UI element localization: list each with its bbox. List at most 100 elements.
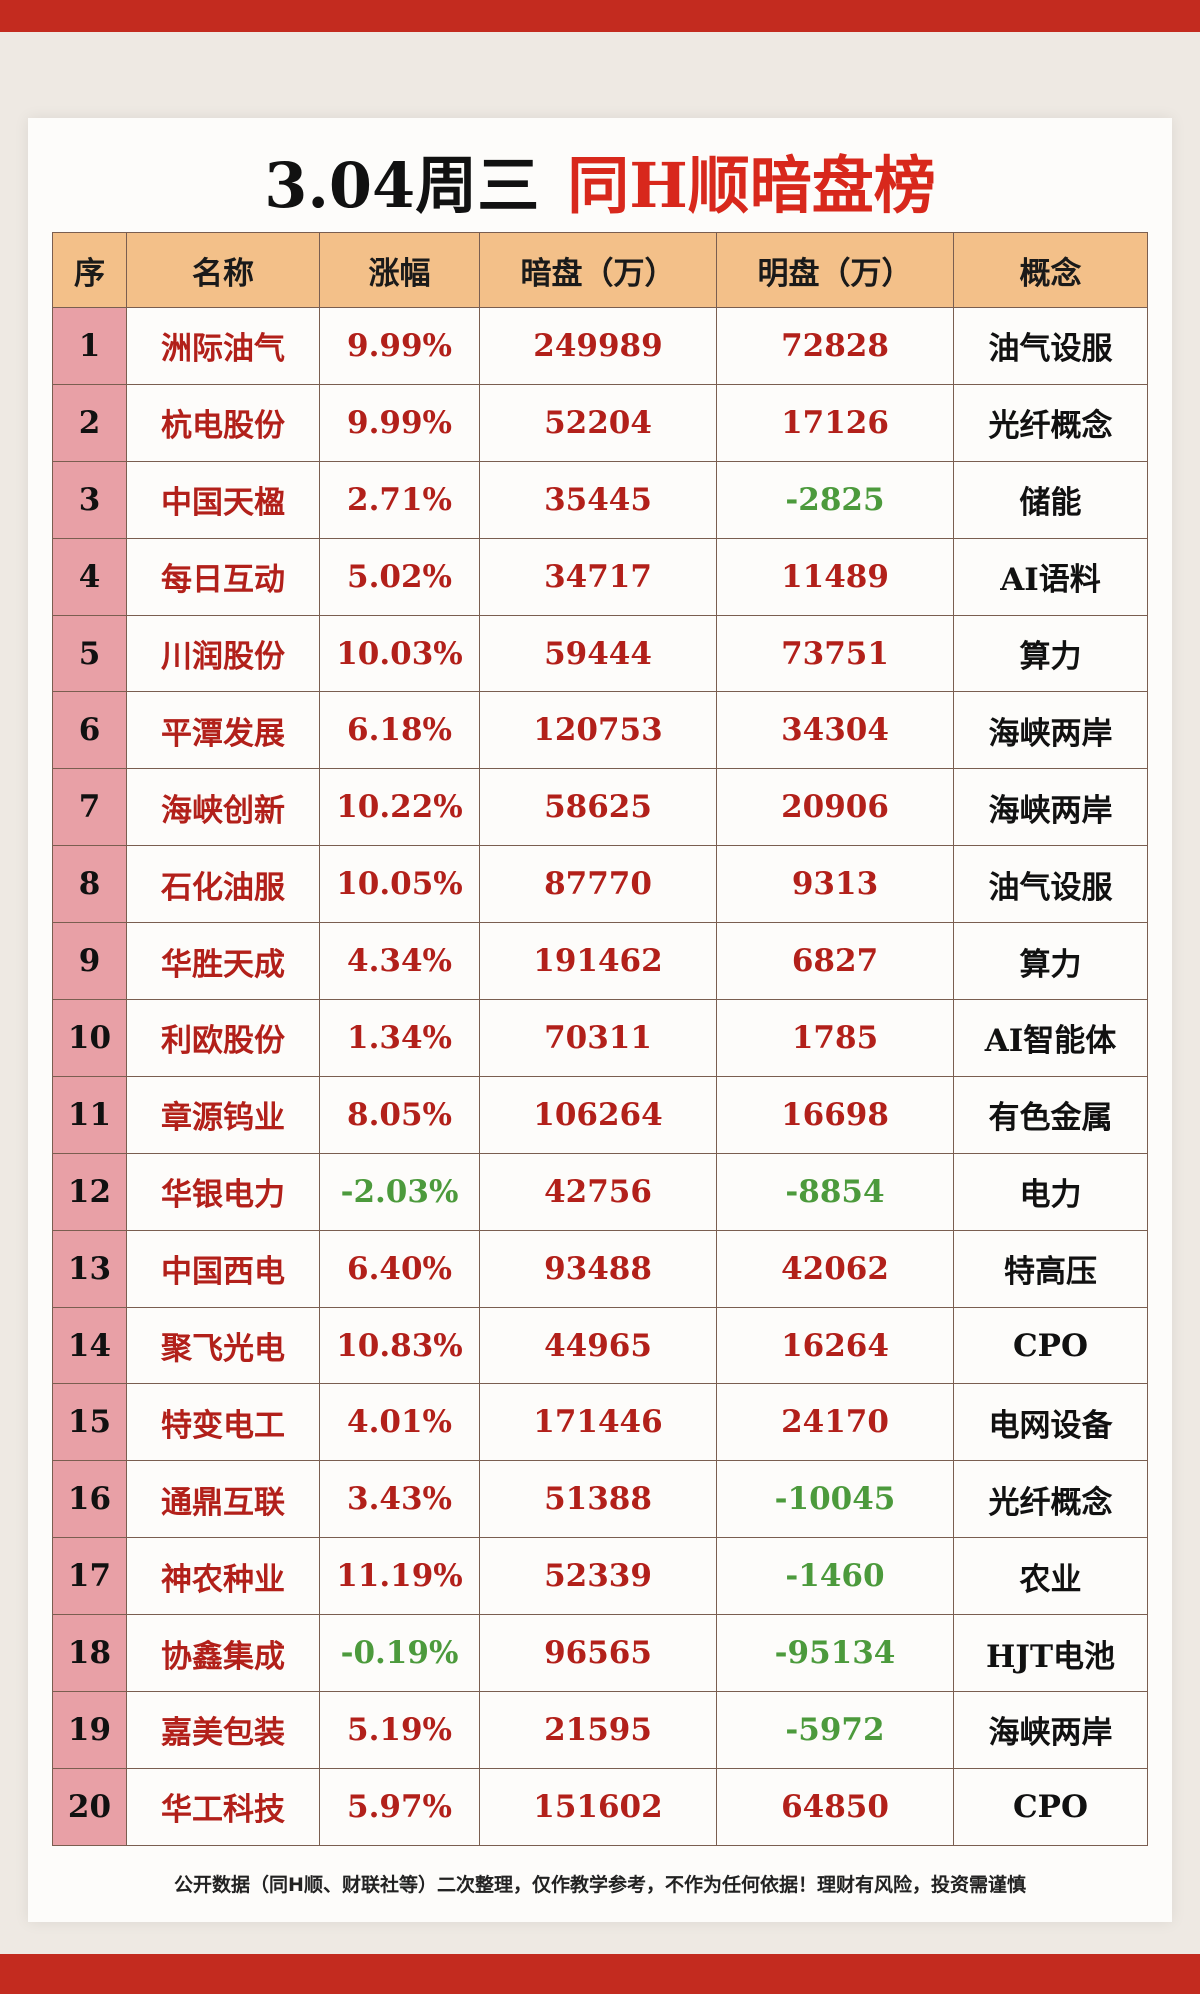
cell-seq: 20 bbox=[52, 1767, 127, 1846]
cell-stock-name: 华银电力 bbox=[126, 1152, 320, 1231]
top-banner-bar bbox=[0, 0, 1200, 32]
cell-concept: 农业 bbox=[953, 1537, 1148, 1616]
cell-stock-name: 嘉美包装 bbox=[126, 1691, 320, 1769]
cell-dark-pool: 93488 bbox=[479, 1229, 717, 1308]
title-board-name: 同H顺暗盘榜 bbox=[567, 149, 936, 222]
cell-stock-name: 中国西电 bbox=[126, 1229, 320, 1308]
cell-open-market: 16264 bbox=[716, 1306, 954, 1385]
cell-seq: 16 bbox=[52, 1460, 127, 1539]
cell-change: 5.97% bbox=[319, 1767, 480, 1846]
cell-open-market: -10045 bbox=[716, 1460, 954, 1539]
cell-stock-name: 华胜天成 bbox=[126, 922, 320, 1001]
header-name: 名称 bbox=[126, 232, 320, 308]
cell-open-market: -5972 bbox=[716, 1691, 954, 1769]
cell-open-market: -2825 bbox=[716, 460, 954, 539]
cell-dark-pool: 151602 bbox=[479, 1767, 717, 1846]
cell-stock-name: 通鼎互联 bbox=[126, 1460, 320, 1539]
cell-open-market: -8854 bbox=[716, 1152, 954, 1231]
disclaimer-footnote: 公开数据（同H顺、财联社等）二次整理，仅作教学参考，不作为任何依据！理财有风险，… bbox=[174, 1874, 1026, 1896]
page-title: 3.04周三 同H顺暗盘榜 bbox=[0, 138, 1200, 234]
cell-stock-name: 每日互动 bbox=[126, 537, 320, 616]
cell-open-market: 9313 bbox=[716, 845, 954, 924]
cell-concept: 特高压 bbox=[953, 1229, 1148, 1308]
cell-dark-pool: 52339 bbox=[479, 1537, 717, 1616]
cell-dark-pool: 21595 bbox=[479, 1691, 717, 1769]
cell-open-market: -1460 bbox=[716, 1537, 954, 1616]
cell-change: 4.01% bbox=[319, 1383, 480, 1462]
cell-stock-name: 华工科技 bbox=[126, 1767, 320, 1846]
cell-change: 9.99% bbox=[319, 307, 480, 385]
cell-change: 5.19% bbox=[319, 1691, 480, 1769]
table-row: 7 海峡创新 10.22% 58625 20906 海峡两岸 bbox=[52, 768, 1148, 847]
table-row: 1 洲际油气 9.99% 249989 72828 油气设服 bbox=[52, 307, 1148, 385]
cell-concept: 电力 bbox=[953, 1152, 1148, 1231]
cell-dark-pool: 52204 bbox=[479, 383, 717, 462]
table-row: 15 特变电工 4.01% 171446 24170 电网设备 bbox=[52, 1383, 1148, 1462]
cell-dark-pool: 191462 bbox=[479, 922, 717, 1001]
cell-seq: 11 bbox=[52, 1075, 127, 1154]
table-row: 19 嘉美包装 5.19% 21595 -5972 海峡两岸 bbox=[52, 1691, 1148, 1769]
cell-dark-pool: 42756 bbox=[479, 1152, 717, 1231]
cell-stock-name: 利欧股份 bbox=[126, 999, 320, 1077]
cell-open-market: 42062 bbox=[716, 1229, 954, 1308]
cell-open-market: 11489 bbox=[716, 537, 954, 616]
cell-open-market: 34304 bbox=[716, 691, 954, 770]
cell-change: 2.71% bbox=[319, 460, 480, 539]
table-row: 4 每日互动 5.02% 34717 11489 AI语料 bbox=[52, 537, 1148, 616]
cell-seq: 9 bbox=[52, 922, 127, 1001]
table-row: 13 中国西电 6.40% 93488 42062 特高压 bbox=[52, 1229, 1148, 1308]
table-row: 20 华工科技 5.97% 151602 64850 CPO bbox=[52, 1767, 1148, 1846]
table-row: 12 华银电力 -2.03% 42756 -8854 电力 bbox=[52, 1152, 1148, 1231]
cell-stock-name: 杭电股份 bbox=[126, 383, 320, 462]
cell-change: 6.40% bbox=[319, 1229, 480, 1308]
table-row: 17 神农种业 11.19% 52339 -1460 农业 bbox=[52, 1537, 1148, 1616]
cell-concept: 油气设服 bbox=[953, 307, 1148, 385]
cell-concept: 算力 bbox=[953, 922, 1148, 1001]
cell-seq: 18 bbox=[52, 1614, 127, 1693]
table-row: 18 协鑫集成 -0.19% 96565 -95134 HJT电池 bbox=[52, 1614, 1148, 1693]
cell-seq: 13 bbox=[52, 1229, 127, 1308]
cell-dark-pool: 35445 bbox=[479, 460, 717, 539]
cell-dark-pool: 96565 bbox=[479, 1614, 717, 1693]
cell-dark-pool: 171446 bbox=[479, 1383, 717, 1462]
cell-dark-pool: 34717 bbox=[479, 537, 717, 616]
header-concept: 概念 bbox=[953, 232, 1148, 308]
dark-pool-ranking-table: 序 名称 涨幅 暗盘（万） 明盘（万） 概念 1 洲际油气 9.99% 249989 7… bbox=[52, 232, 1148, 1846]
table-row: 10 利欧股份 1.34% 70311 1785 AI智能体 bbox=[52, 999, 1148, 1077]
cell-open-market: 72828 bbox=[716, 307, 954, 385]
cell-dark-pool: 44965 bbox=[479, 1306, 717, 1385]
cell-dark-pool: 249989 bbox=[479, 307, 717, 385]
cell-stock-name: 海峡创新 bbox=[126, 768, 320, 847]
cell-concept: HJT电池 bbox=[953, 1614, 1148, 1693]
cell-seq: 1 bbox=[52, 307, 127, 385]
cell-seq: 19 bbox=[52, 1691, 127, 1769]
cell-concept: 海峡两岸 bbox=[953, 768, 1148, 847]
cell-stock-name: 石化油服 bbox=[126, 845, 320, 924]
cell-open-market: 64850 bbox=[716, 1767, 954, 1846]
cell-seq: 2 bbox=[52, 383, 127, 462]
cell-open-market: 16698 bbox=[716, 1075, 954, 1154]
table-row: 11 章源钨业 8.05% 106264 16698 有色金属 bbox=[52, 1075, 1148, 1154]
cell-change: 10.05% bbox=[319, 845, 480, 924]
cell-dark-pool: 106264 bbox=[479, 1075, 717, 1154]
header-change: 涨幅 bbox=[319, 232, 480, 308]
cell-seq: 5 bbox=[52, 614, 127, 693]
cell-dark-pool: 70311 bbox=[479, 999, 717, 1077]
title-date: 3.04周三 bbox=[264, 149, 540, 222]
cell-concept: 储能 bbox=[953, 460, 1148, 539]
cell-concept: CPO bbox=[953, 1306, 1148, 1385]
cell-stock-name: 聚飞光电 bbox=[126, 1306, 320, 1385]
cell-dark-pool: 58625 bbox=[479, 768, 717, 847]
header-seq: 序 bbox=[52, 232, 127, 308]
cell-change: -0.19% bbox=[319, 1614, 480, 1693]
cell-open-market: 17126 bbox=[716, 383, 954, 462]
cell-change: 11.19% bbox=[319, 1537, 480, 1616]
cell-concept: 油气设服 bbox=[953, 845, 1148, 924]
cell-change: 1.34% bbox=[319, 999, 480, 1077]
cell-change: -2.03% bbox=[319, 1152, 480, 1231]
cell-dark-pool: 59444 bbox=[479, 614, 717, 693]
cell-stock-name: 特变电工 bbox=[126, 1383, 320, 1462]
table-row: 9 华胜天成 4.34% 191462 6827 算力 bbox=[52, 922, 1148, 1001]
cell-seq: 10 bbox=[52, 999, 127, 1077]
table-row: 14 聚飞光电 10.83% 44965 16264 CPO bbox=[52, 1306, 1148, 1385]
